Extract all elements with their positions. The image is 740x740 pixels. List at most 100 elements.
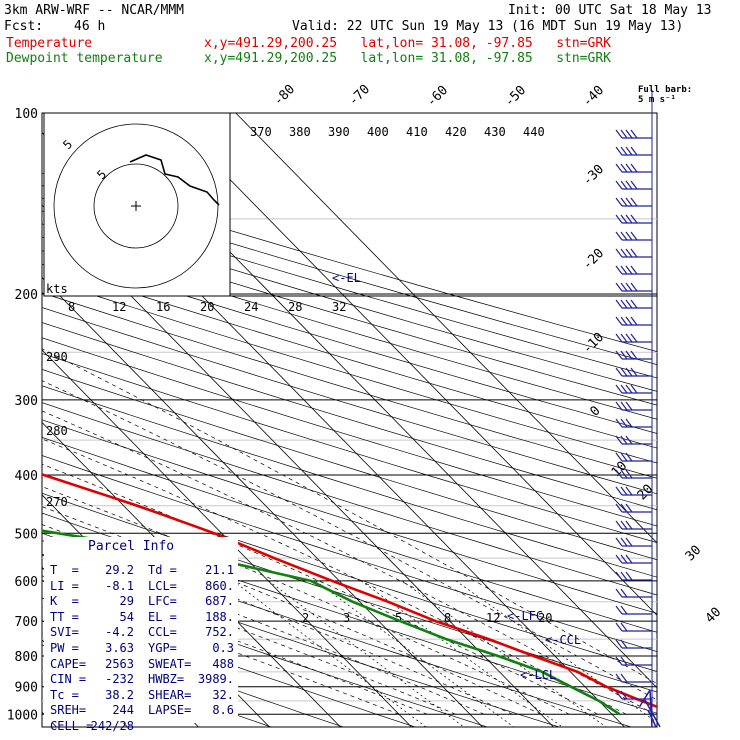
wind-barb-feather [615, 197, 623, 207]
parcel-info-key: LAPSE= [148, 703, 192, 718]
wind-barb-feather [620, 418, 628, 428]
wind-barb-feather [625, 469, 633, 479]
inner-axis-label: 16 [156, 300, 170, 314]
wind-barb-feather [620, 503, 628, 513]
parcel-info-value: -232 [105, 672, 134, 687]
moist-adiabat-line [42, 568, 428, 715]
barb-legend: Full barb: 5 m s⁻¹ [638, 85, 693, 105]
wind-barb-feather [615, 384, 623, 394]
dry-adiabat-line [42, 278, 657, 464]
pressure-tick-label: 200 [15, 288, 38, 303]
wind-barb-feather [625, 197, 633, 207]
parcel-info-key: HWBZ= [148, 672, 185, 687]
mixing-ratio-line [268, 580, 465, 727]
parcel-info-key: T = [50, 563, 79, 577]
wind-barb-feather [620, 129, 628, 139]
parcel-info-value: 21.1 [205, 563, 234, 577]
wind-barb-feather [620, 248, 628, 258]
wind-barb-feather [625, 503, 633, 513]
wind-barb-feather [615, 486, 623, 496]
moist-adiabat-line [42, 540, 485, 715]
wind-barb-feather [620, 401, 628, 411]
dry-adiabat-label: 400 [367, 125, 389, 139]
parcel-info-row: PW = 3.63 YGP= 0.3 [50, 641, 238, 655]
wind-barb-feather [625, 571, 633, 581]
pressure-tick-label: 900 [15, 681, 38, 696]
temperature-location: x,y=491.29,200.25 lat,lon= 31.08, -97.85… [204, 36, 611, 51]
dry-adiabat-line [42, 185, 657, 365]
wind-barb-feather [615, 265, 623, 275]
isotherm-label: 30 [683, 543, 705, 565]
parcel-info-value: 860. [205, 578, 234, 593]
wind-barb-feather [620, 554, 628, 564]
dry-adiabat-line [42, 250, 657, 434]
wind-barb-feather [620, 197, 628, 207]
parcel-info-value: 687. [205, 594, 234, 609]
dry-adiabat-line [42, 236, 657, 420]
wind-barb-feather [630, 299, 638, 309]
wind-barb-feather [630, 333, 638, 343]
isotherm-line [42, 349, 412, 727]
dry-adiabat-label: 370 [250, 125, 272, 139]
dry-adiabat-label: 420 [445, 125, 467, 139]
isotherm-label: -80 [271, 82, 298, 109]
dry-adiabat-line [42, 597, 416, 727]
parcel-info-key: LI = [50, 578, 79, 593]
level-marker-label: <-CCL [545, 633, 581, 647]
wind-barb-feather [615, 418, 623, 428]
dry-adiabat-line [42, 473, 657, 672]
wind-barb-feather [625, 282, 633, 292]
mixing-ratio-label: 20 [538, 611, 552, 625]
wind-barb-feather [625, 265, 633, 275]
hodograph-ring-inner [93, 163, 179, 249]
init-time: Init: 00 UTC Sat 18 May 13 [508, 3, 712, 18]
wind-barb-feather [615, 690, 623, 700]
parcel-info-value: 54 [119, 609, 134, 624]
pressure-tick-label: 700 [15, 615, 38, 630]
wind-barb-feather [615, 350, 623, 360]
mixing-ratio-line [232, 580, 427, 727]
dry-adiabat-label: 430 [484, 125, 506, 139]
parcel-info-key: CCL= [148, 625, 177, 640]
wind-barb-feather [615, 673, 623, 683]
parcel-info-key: SVI= [50, 625, 79, 640]
wind-barb-feather [630, 350, 638, 360]
wind-barb-feather [620, 469, 628, 479]
parcel-info-key: SREH= [50, 703, 87, 718]
pressure-tick-label: 1000 [7, 708, 38, 723]
parcel-info-key: LFC= [148, 594, 177, 609]
wind-barb-feather [615, 401, 623, 411]
mixing-ratio-line [315, 580, 515, 727]
pressure-tick-label: 600 [15, 575, 38, 590]
isotherm-line [42, 421, 341, 727]
dry-adiabat-line [42, 223, 657, 406]
parcel-info-row: CAPE= 2563 SWEAT= 488 [50, 657, 238, 671]
wind-barb-feather [630, 163, 638, 173]
inner-axis-label: 32 [332, 300, 346, 314]
forecast-label: Fcst: [4, 19, 44, 34]
parcel-info-row: K = 29 LFC= 687. [50, 594, 238, 608]
parcel-info-row: CELL = 242/28 [50, 719, 238, 733]
pressure-tick-label: 100 [15, 107, 38, 122]
wind-barb-feather [615, 282, 623, 292]
wind-barb-feather [625, 146, 633, 156]
parcel-info-value: -8.1 [105, 578, 134, 593]
dry-adiabat-label: 440 [523, 125, 545, 139]
wind-barb-feather [615, 163, 623, 173]
moist-adiabat-line [42, 580, 400, 715]
isotherm-line [235, 113, 657, 544]
wind-barb-feather [615, 520, 623, 530]
dry-adiabat-line [42, 455, 657, 653]
isotherm-label: 40 [703, 605, 725, 627]
wind-barb-feather [620, 571, 628, 581]
dry-adiabat-line [42, 322, 657, 511]
pressure-tick-label: 300 [15, 394, 38, 409]
mixing-ratio-label: 8 [444, 611, 451, 625]
wind-barb-feather [615, 622, 623, 632]
mixing-ratio-label: 2 [302, 611, 309, 625]
parcel-info-key: SWEAT= [148, 656, 192, 671]
parcel-info-value: 3989. [197, 672, 234, 687]
parcel-info-row: LI = -8.1 LCL= 860. [50, 579, 238, 593]
wind-barb-feather [625, 418, 633, 428]
wind-barb-feather [620, 163, 628, 173]
